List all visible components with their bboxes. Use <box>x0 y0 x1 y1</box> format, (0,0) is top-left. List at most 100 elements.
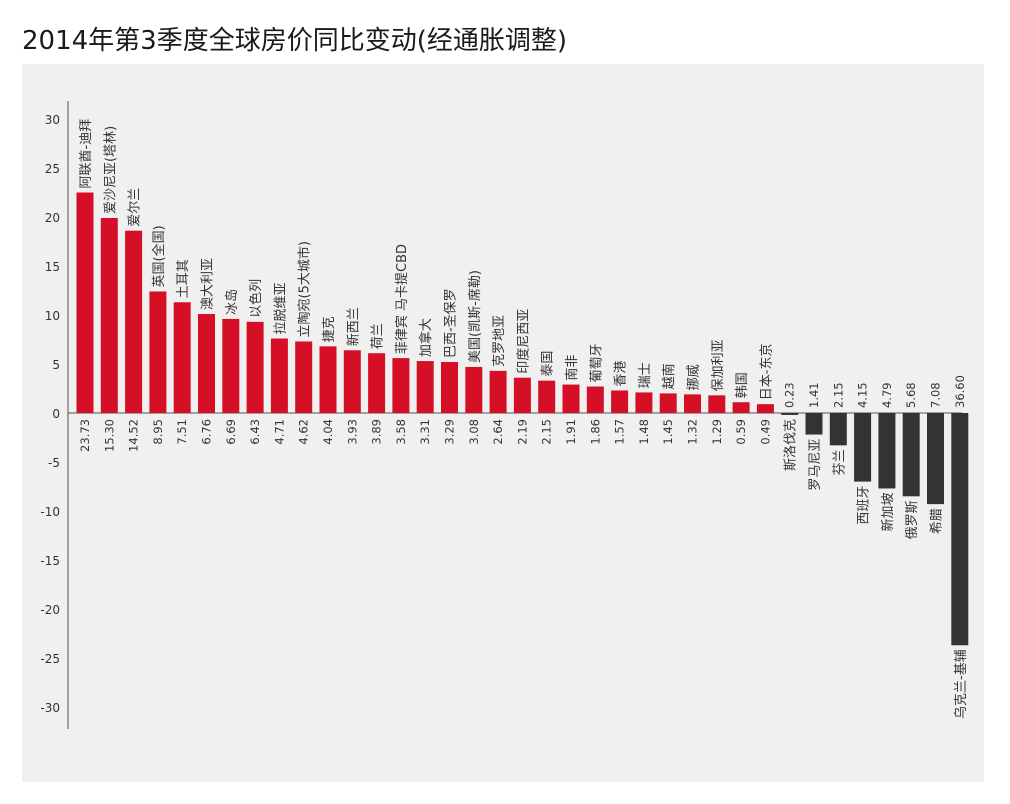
category-label: 克罗地亚 <box>492 315 507 367</box>
value-label: 36.60 <box>953 375 967 408</box>
value-label: 1.86 <box>588 419 602 445</box>
value-label: 3.29 <box>443 419 457 445</box>
value-label: 4.15 <box>856 382 870 408</box>
y-tick-label: 0 <box>52 407 60 421</box>
y-tick-label: -25 <box>40 652 60 666</box>
bar <box>538 380 556 413</box>
y-tick-label: 5 <box>52 358 60 372</box>
value-label: 2.64 <box>491 419 505 445</box>
category-label: 立陶宛(5大城市) <box>297 241 313 337</box>
value-label: 0.23 <box>783 382 797 408</box>
bar <box>829 413 847 446</box>
value-label: 7.51 <box>175 419 189 445</box>
value-label: 5.68 <box>904 382 918 408</box>
value-label: 4.71 <box>272 419 286 445</box>
category-label: 俄罗斯 <box>905 500 920 539</box>
value-label: 14.52 <box>127 419 141 452</box>
value-label: 3.58 <box>394 419 408 445</box>
y-tick-label: 20 <box>45 211 60 225</box>
bar <box>246 321 264 413</box>
value-label: 6.76 <box>200 419 214 445</box>
value-label: 3.89 <box>370 419 384 445</box>
bar <box>562 384 580 413</box>
category-label: 爱沙尼亚(塔林) <box>103 126 118 214</box>
value-label: 7.08 <box>929 382 943 408</box>
category-label: 斯洛伐克 <box>784 419 799 471</box>
category-label: 韩国 <box>735 372 750 398</box>
bar <box>222 318 240 413</box>
value-label: 1.45 <box>661 419 675 445</box>
bar <box>513 377 531 413</box>
bar <box>611 390 629 413</box>
category-label: 英国(全国) <box>151 225 167 287</box>
bar <box>684 394 701 413</box>
value-label: 4.79 <box>880 382 894 408</box>
value-label: 8.95 <box>151 419 165 445</box>
value-label: 1.29 <box>710 419 724 445</box>
value-label: 6.43 <box>248 419 262 445</box>
y-tick-label: 10 <box>45 309 60 323</box>
category-label: 冰岛 <box>224 289 240 315</box>
bar <box>270 338 288 413</box>
bar <box>295 341 313 413</box>
value-label: 3.08 <box>467 419 481 445</box>
category-label: 捷克 <box>322 316 337 342</box>
value-label: 1.48 <box>637 419 651 445</box>
category-label: 越南 <box>661 363 677 389</box>
value-label: 1.57 <box>613 419 627 445</box>
bar <box>732 402 750 413</box>
bar <box>198 314 215 413</box>
category-label: 澳大利亚 <box>200 258 216 310</box>
value-label: 15.30 <box>102 419 116 452</box>
category-label: 新西兰 <box>345 307 361 346</box>
y-tick-label: -30 <box>40 701 60 715</box>
bar <box>805 413 823 435</box>
value-label: 4.04 <box>321 419 335 445</box>
bar <box>125 230 143 413</box>
category-label: 土耳其 <box>176 259 191 298</box>
bar <box>659 393 677 413</box>
category-label: 瑞士 <box>638 362 653 388</box>
category-label: 拉脱维亚 <box>273 283 288 335</box>
chart-title: 2014年第3季度全球房价同比变动(经通胀调整) <box>22 26 567 56</box>
category-label: 加拿大 <box>418 318 434 357</box>
y-tick-label: -10 <box>40 505 60 519</box>
bar <box>441 362 458 413</box>
category-label: 希腊 <box>930 508 945 534</box>
category-label: 泰国 <box>541 351 556 377</box>
value-label: 4.62 <box>297 419 311 445</box>
bar <box>854 413 872 482</box>
category-label: 香港 <box>614 360 629 386</box>
bar-chart: 30 25 20 15 10 5 0 -5 -10 -15 -20 -25 -30 23.73 阿联酋-迪拜… <box>40 101 969 729</box>
value-label: 2.19 <box>515 419 529 445</box>
category-label: 以色列 <box>248 279 264 318</box>
category-label: 美国(凯斯-席勒) <box>467 270 483 363</box>
bar <box>756 404 774 413</box>
category-label: 挪威 <box>687 364 702 390</box>
category-label: 菲律宾 马卡提CBD <box>394 244 410 354</box>
category-label: 乌克兰-基辅 <box>953 649 969 719</box>
value-label: 1.91 <box>564 419 578 445</box>
bar <box>368 353 386 413</box>
category-label: 阿联酋-迪拜 <box>78 119 94 189</box>
y-tick-label: -5 <box>48 456 60 470</box>
value-label: 3.93 <box>345 419 359 445</box>
category-label: 爱尔兰 <box>128 188 143 227</box>
y-tick-label: 30 <box>45 113 60 127</box>
bar <box>173 302 191 413</box>
bar <box>343 350 361 413</box>
category-label: 保加利亚 <box>711 339 726 391</box>
bar <box>319 346 337 413</box>
category-label: 印度尼西亚 <box>515 309 531 374</box>
value-label: 23.73 <box>78 419 92 452</box>
bar <box>951 413 969 646</box>
value-label: 1.41 <box>807 382 821 408</box>
value-label: 2.15 <box>831 382 845 408</box>
category-label: 荷兰 <box>371 323 386 349</box>
bar <box>100 217 118 413</box>
value-label: 0.49 <box>758 419 772 445</box>
category-label: 新加坡 <box>880 492 896 531</box>
value-label: 0.59 <box>734 419 748 445</box>
bar <box>635 392 653 413</box>
value-label: 1.32 <box>686 419 700 445</box>
